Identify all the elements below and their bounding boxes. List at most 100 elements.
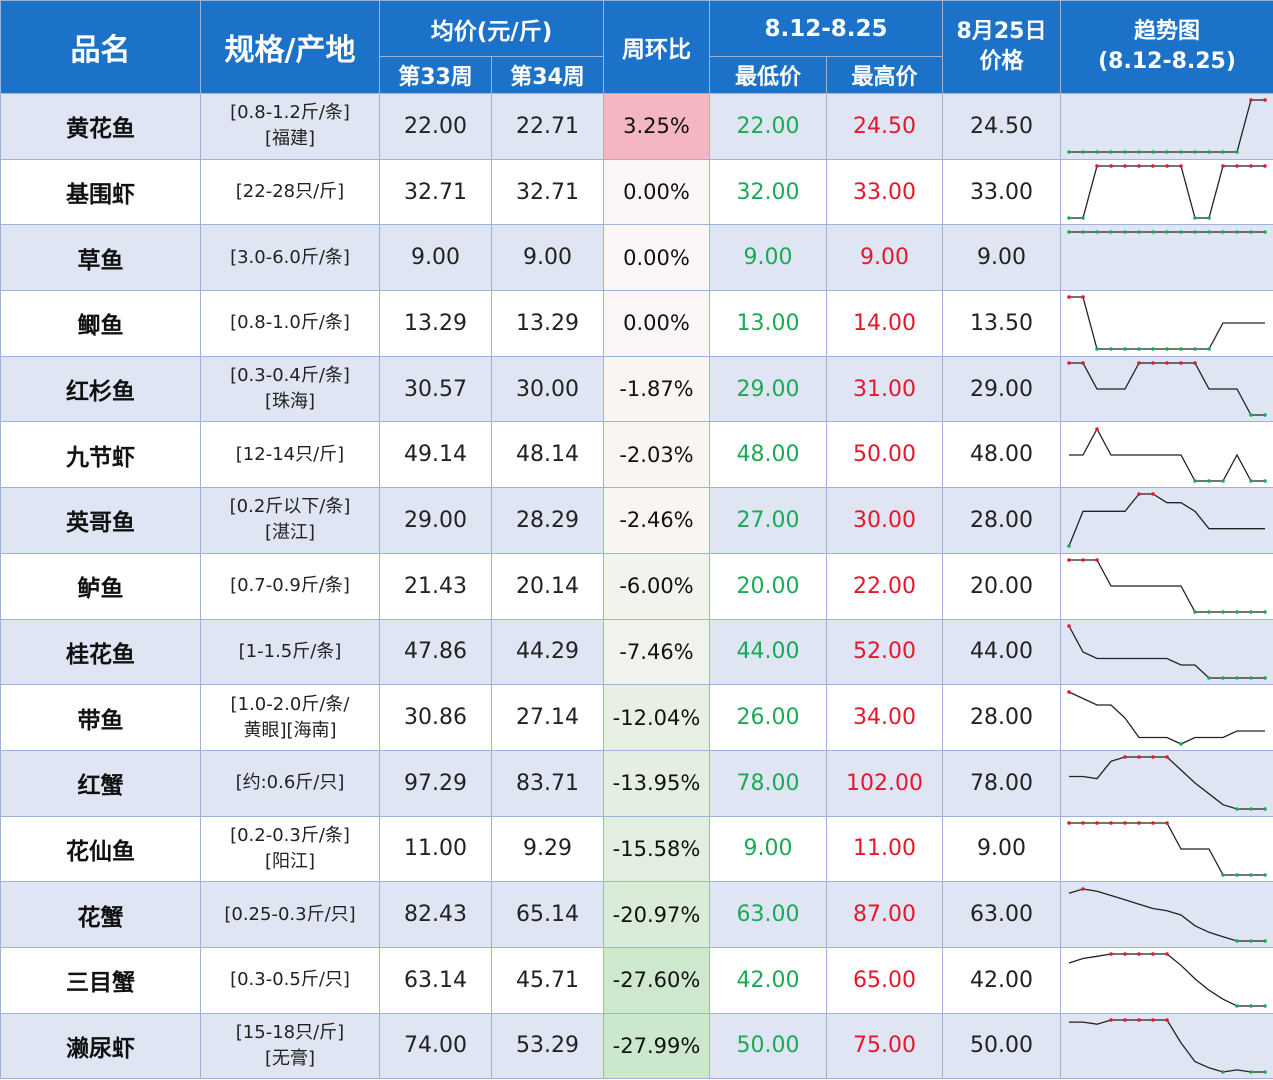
aug25-price: 9.00	[942, 815, 1062, 883]
low-price: 42.00	[709, 946, 827, 1014]
spec-line-2: 黄眼][海南]	[243, 719, 337, 741]
product-name: 鲫鱼	[0, 290, 201, 357]
trend-sparkline	[1069, 426, 1267, 483]
trend-point	[1263, 610, 1267, 614]
trend-point	[1235, 676, 1239, 680]
aug25-price: 28.00	[942, 684, 1062, 751]
trend-point	[1207, 610, 1211, 614]
product-spec: [0.7-0.9斤/条]	[200, 552, 380, 620]
trend-point	[1081, 558, 1085, 562]
trend-point	[1263, 807, 1267, 812]
week-change: 0.00%	[603, 158, 710, 226]
header-aug25-line2: 价格	[979, 49, 1024, 74]
spec-line-1: [22-28只/斤]	[235, 181, 345, 203]
trend-sparkline	[1068, 952, 1267, 1009]
trend-point	[1221, 478, 1225, 483]
trend-chart	[1060, 158, 1273, 226]
trend-point	[1151, 952, 1155, 957]
trend-point	[1067, 361, 1071, 365]
trend-point	[1179, 741, 1183, 746]
trend-point	[1095, 821, 1099, 825]
table-row: 九节虾 [12-14只/斤] 49.14 48.14 -2.03% 48.00 50.00 4…	[0, 421, 1273, 489]
trend-point	[1221, 150, 1225, 155]
low-price: 32.00	[709, 158, 827, 226]
product-spec: [22-28只/斤]	[200, 158, 380, 226]
trend-point	[1249, 413, 1253, 417]
avg-week33: 21.43	[379, 552, 492, 620]
trend-point	[1137, 952, 1141, 957]
spec-line-1: [0.2斤以下/条]	[229, 496, 351, 518]
avg-week33: 82.43	[379, 881, 492, 948]
spec-line-1: [约:0.6斤/只]	[235, 772, 345, 794]
trend-point	[1207, 347, 1211, 352]
trend-point	[1179, 229, 1183, 234]
product-spec: [1.0-2.0斤/条/黄眼][海南]	[200, 684, 380, 751]
avg-week33: 22.00	[379, 93, 492, 160]
trend-point	[1207, 478, 1211, 483]
product-name: 黄花鱼	[0, 93, 201, 160]
trend-sparkline	[1067, 164, 1267, 220]
trend-point	[1179, 150, 1183, 155]
trend-point	[1067, 216, 1071, 220]
trend-point	[1207, 229, 1211, 234]
trend-point	[1123, 821, 1127, 825]
trend-point	[1165, 361, 1169, 365]
trend-point	[1109, 347, 1113, 352]
trend-point	[1235, 229, 1239, 234]
low-price: 27.00	[709, 487, 827, 554]
low-price: 44.00	[709, 618, 827, 686]
high-price: 34.00	[825, 684, 944, 751]
trend-line	[1068, 887, 1266, 942]
avg-week34: 44.29	[491, 618, 604, 686]
week-change: 0.00%	[603, 290, 710, 357]
trend-sparkline	[1067, 492, 1266, 549]
trend-point	[1081, 886, 1085, 891]
trend-line	[1069, 559, 1266, 613]
header-name: 品名	[0, 0, 201, 94]
trend-sparkline	[1067, 558, 1267, 614]
trend-chart	[1060, 815, 1273, 883]
high-price: 30.00	[825, 487, 944, 554]
table-row: 鲈鱼 [0.7-0.9斤/条] 21.43 20.14 -6.00% 20.00 22.00…	[0, 552, 1273, 620]
table-body: 黄花鱼 [0.8-1.2斤/条] [福建] 22.00 22.71 3.25% 22.00 2…	[0, 93, 1273, 1080]
product-name: 草鱼	[0, 224, 201, 292]
avg-week34: 9.00	[491, 224, 604, 292]
trend-point	[1193, 478, 1197, 483]
trend-point	[1165, 952, 1169, 957]
trend-point	[1249, 164, 1253, 168]
trend-point	[1123, 164, 1127, 168]
low-price: 9.00	[709, 224, 827, 292]
low-price: 22.00	[709, 93, 827, 160]
product-spec: [0.3-0.4斤/条] [珠海]	[200, 355, 380, 423]
low-price: 13.00	[709, 290, 827, 357]
trend-point	[1109, 164, 1113, 168]
product-spec: [0.8-1.0斤/条]	[200, 290, 380, 357]
trend-point	[1263, 1004, 1267, 1009]
high-price: 31.00	[825, 355, 944, 423]
header-trend-line2: (8.12-8.25)	[1098, 49, 1236, 74]
trend-chart	[1060, 552, 1273, 620]
header-week33: 第33周	[379, 56, 492, 94]
trend-point	[1081, 216, 1085, 220]
trend-line	[1069, 99, 1266, 153]
high-price: 11.00	[825, 815, 944, 883]
table-row: 英哥鱼 [0.2斤以下/条] [湛江] 29.00 28.29 -2.46% 27.00 30…	[0, 487, 1273, 554]
trend-point	[1151, 164, 1155, 168]
trend-line	[1068, 953, 1266, 1007]
product-name: 鲈鱼	[0, 552, 201, 620]
trend-chart	[1060, 749, 1273, 817]
trend-point	[1235, 938, 1239, 943]
trend-point	[1151, 347, 1155, 352]
trend-point	[1137, 164, 1141, 168]
header-aug25-line1: 8月25日	[956, 19, 1047, 44]
high-price: 102.00	[825, 749, 944, 817]
table-row: 桂花鱼 [1-1.5斤/条] 47.86 44.29 -7.46% 44.00 52.00 4…	[0, 618, 1273, 686]
table-row: 基围虾 [22-28只/斤] 32.71 32.71 0.00% 32.00 33.00 33…	[0, 158, 1273, 226]
trend-point	[1151, 150, 1155, 155]
high-price: 22.00	[825, 552, 944, 620]
trend-point	[1263, 873, 1267, 877]
avg-week34: 13.29	[491, 290, 604, 357]
spec-line-1: [1.0-2.0斤/条/	[230, 693, 350, 715]
week-change: -15.58%	[603, 815, 710, 883]
trend-point	[1137, 755, 1141, 760]
